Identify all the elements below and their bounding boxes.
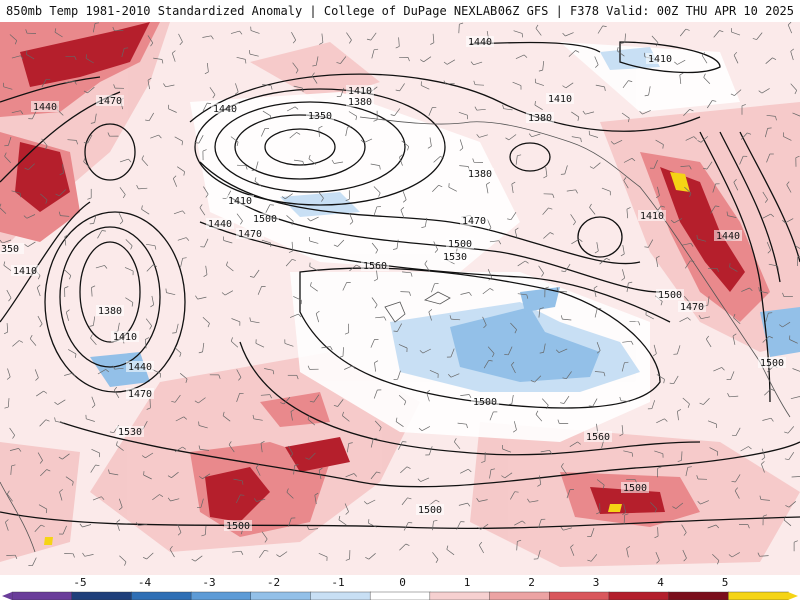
wind-barb <box>459 24 460 33</box>
contour-label: 1470 <box>128 389 152 400</box>
colorbar-swatch <box>549 592 609 600</box>
colorbar-min-arrow <box>2 592 12 600</box>
wind-barb-flag <box>46 79 50 80</box>
wind-barb-flag <box>644 53 645 57</box>
contour-label: 1410 <box>113 332 137 343</box>
colorbar-tick-label: 2 <box>528 576 535 589</box>
contour-label: 1500 <box>473 397 497 408</box>
contour-label: 1440 <box>128 362 152 373</box>
contour-label: 1530 <box>118 427 142 438</box>
wind-barb-flag <box>394 331 398 332</box>
colorbar-tick-label: 3 <box>593 576 600 589</box>
map-title: 850mb Temp 1981-2010 Standardized Anomal… <box>6 4 497 18</box>
colorbar: -5 -4 -3 -2 -1 0 1 2 3 4 5 <box>0 575 800 600</box>
contour-label: 1350 <box>308 111 332 122</box>
wind-barb-flag <box>195 143 199 144</box>
contour-label: 1380 <box>348 97 372 108</box>
colorbar-swatch <box>251 592 311 600</box>
colorbar-swatch <box>728 592 788 600</box>
contour-label: 1380 <box>468 169 492 180</box>
colorbar-tick-label: -1 <box>331 576 344 589</box>
contour-label: 1410 <box>640 211 664 222</box>
colorbar-swatch <box>191 592 251 600</box>
colorbar-swatch <box>430 592 490 600</box>
colorbar-tick-labels: -5 -4 -3 -2 -1 0 1 2 3 4 5 <box>73 576 728 589</box>
contour-label: 1500 <box>760 358 784 369</box>
colorbar-tick-label: -5 <box>73 576 86 589</box>
wind-barb-flag <box>624 362 628 363</box>
contour-label: 1500 <box>658 290 682 301</box>
contour-label: 350 <box>1 244 19 255</box>
contour-label: 1410 <box>348 86 372 97</box>
colorbar-swatch <box>669 592 729 600</box>
colorbar-tick-label: -4 <box>138 576 152 589</box>
contour-label: 1500 <box>253 214 277 225</box>
contour-label: 1380 <box>528 113 552 124</box>
contour-label: 1410 <box>228 196 252 207</box>
weather-map[interactable]: 1440141014101380135014101380138014401470… <box>0 22 800 575</box>
wind-barb-flag <box>374 49 378 50</box>
colorbar-tick-label: -3 <box>202 576 215 589</box>
wind-barb-flag <box>223 198 227 199</box>
wind-barb <box>237 165 246 166</box>
wind-barb <box>66 56 75 57</box>
colorbar-swatch <box>370 592 430 600</box>
wind-barb-flag <box>172 333 176 334</box>
wind-barb-flag <box>732 435 736 436</box>
wind-barb-flag <box>597 308 601 309</box>
colorbar-tick-label: 0 <box>399 576 406 589</box>
contour-label: 1440 <box>716 231 740 242</box>
contour-label: 1470 <box>238 229 262 240</box>
colorbar-swatch <box>310 592 370 600</box>
colorbar-tick-label: -2 <box>267 576 280 589</box>
wind-barb-flag <box>46 509 47 513</box>
contour-label: 1470 <box>98 96 122 107</box>
contour-label: 1560 <box>586 432 610 443</box>
wind-barb-flag <box>207 103 211 104</box>
colorbar-swatch <box>12 592 72 600</box>
colorbar-swatch <box>490 592 550 600</box>
colorbar-tick-label: 1 <box>464 576 471 589</box>
contour-label: 1500 <box>226 521 250 532</box>
contour-label: 1440 <box>213 104 237 115</box>
colorbar-swatch <box>609 592 669 600</box>
contour-label: 1410 <box>13 266 37 277</box>
contour-label: 1500 <box>418 505 442 516</box>
colorbar-swatch <box>72 592 132 600</box>
wind-barb <box>682 451 683 460</box>
contour-label: 1440 <box>208 219 232 230</box>
colorbar-tick-label: 4 <box>657 576 664 589</box>
contour-label: 1530 <box>443 252 467 263</box>
contour-label: 1560 <box>363 261 387 272</box>
wind-barb <box>658 527 659 536</box>
colorbar-scale <box>2 592 798 600</box>
colorbar-swatch <box>131 592 191 600</box>
wind-barb-flag <box>373 438 377 439</box>
wind-barb <box>624 515 625 524</box>
colorbar-max-arrow <box>788 592 798 600</box>
wind-barb <box>475 85 484 86</box>
wind-barb-flag <box>166 289 167 293</box>
wind-barb-flag <box>515 492 519 493</box>
colorbar-tick-label: 5 <box>722 576 729 589</box>
wind-barb-flag <box>245 59 246 63</box>
contour-label: 1380 <box>98 306 122 317</box>
contour-label: 1440 <box>468 37 492 48</box>
contour-label: 1500 <box>623 483 647 494</box>
header-bar: 850mb Temp 1981-2010 Standardized Anomal… <box>0 0 800 23</box>
contour-label: 1410 <box>648 54 672 65</box>
contour-label: 1470 <box>680 302 704 313</box>
contour-label: 1500 <box>448 239 472 250</box>
contour-label: 1410 <box>548 94 572 105</box>
contour-label: 1470 <box>462 216 486 227</box>
model-run-info: 06Z GFS | F378 Valid: 00Z THU APR 10 202… <box>498 4 794 18</box>
wind-barb-flag <box>697 235 698 239</box>
contour-label: 1440 <box>33 102 57 113</box>
wind-barb-flag <box>730 263 731 267</box>
wind-barb <box>343 347 344 356</box>
